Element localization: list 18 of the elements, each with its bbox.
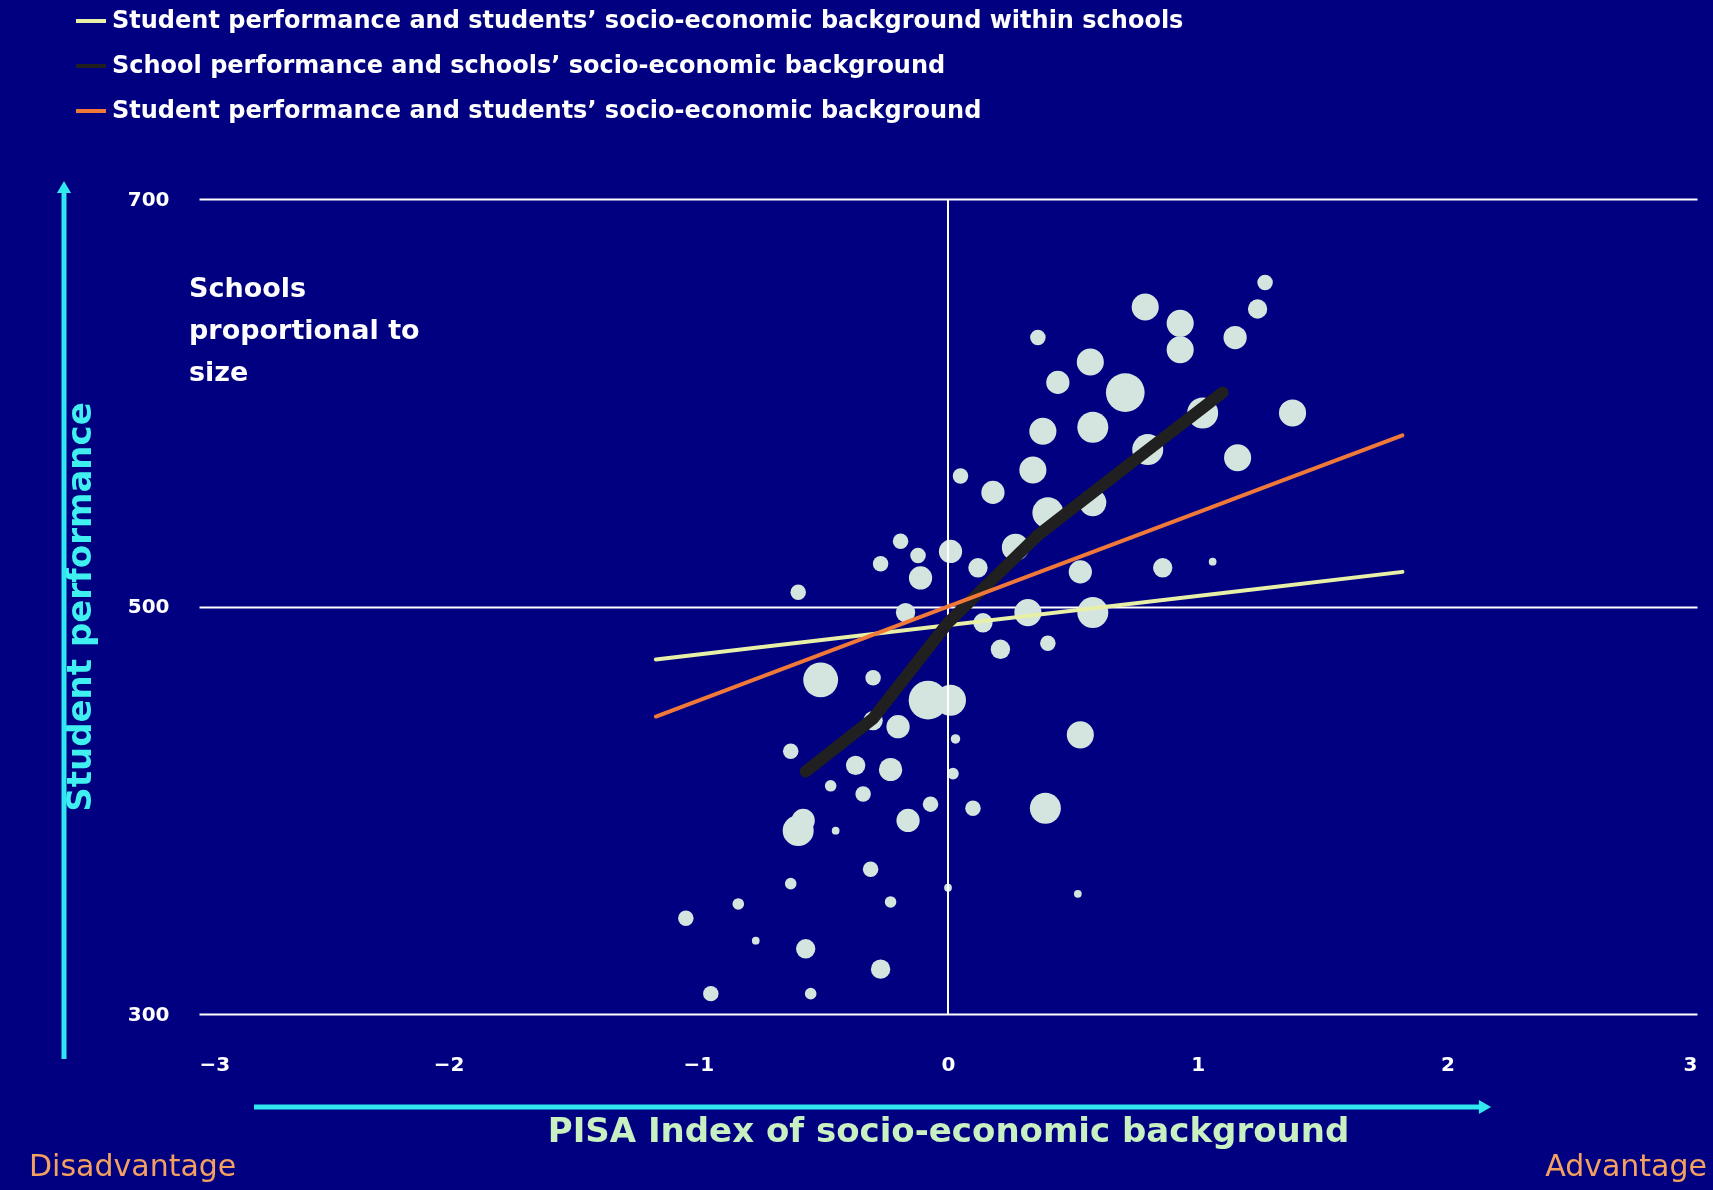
x-tick-label: 2: [1440, 1051, 1455, 1076]
y-tick-label: 300: [127, 1001, 170, 1026]
y-axis-title: Student performance: [58, 402, 99, 812]
text: Advantage: [1545, 1148, 1707, 1183]
y-tick-label: 500: [127, 594, 170, 618]
text: Disadvantage: [29, 1148, 237, 1183]
x-tick-label: −2: [433, 1051, 465, 1076]
x-tick-label: −3: [199, 1051, 231, 1076]
x-tick-label: 1: [1191, 1051, 1206, 1076]
legend-label: Student performance and students’ socio-economic background: [112, 96, 982, 124]
x-tick-label: 3: [1683, 1051, 1698, 1076]
x-tick-label: −1: [683, 1051, 715, 1076]
x-tick-label: 0: [941, 1051, 956, 1076]
y-tick-label: 700: [127, 186, 170, 211]
annotation: Schools proportional to size: [189, 272, 420, 387]
legend-label: School performance and schools’ socio-economic background: [112, 51, 946, 79]
legend-label: Student performance and students’ socio-economic background within schools: [112, 6, 1184, 34]
x-axis-title: PISA Index of socio-economic background: [547, 1109, 1350, 1150]
